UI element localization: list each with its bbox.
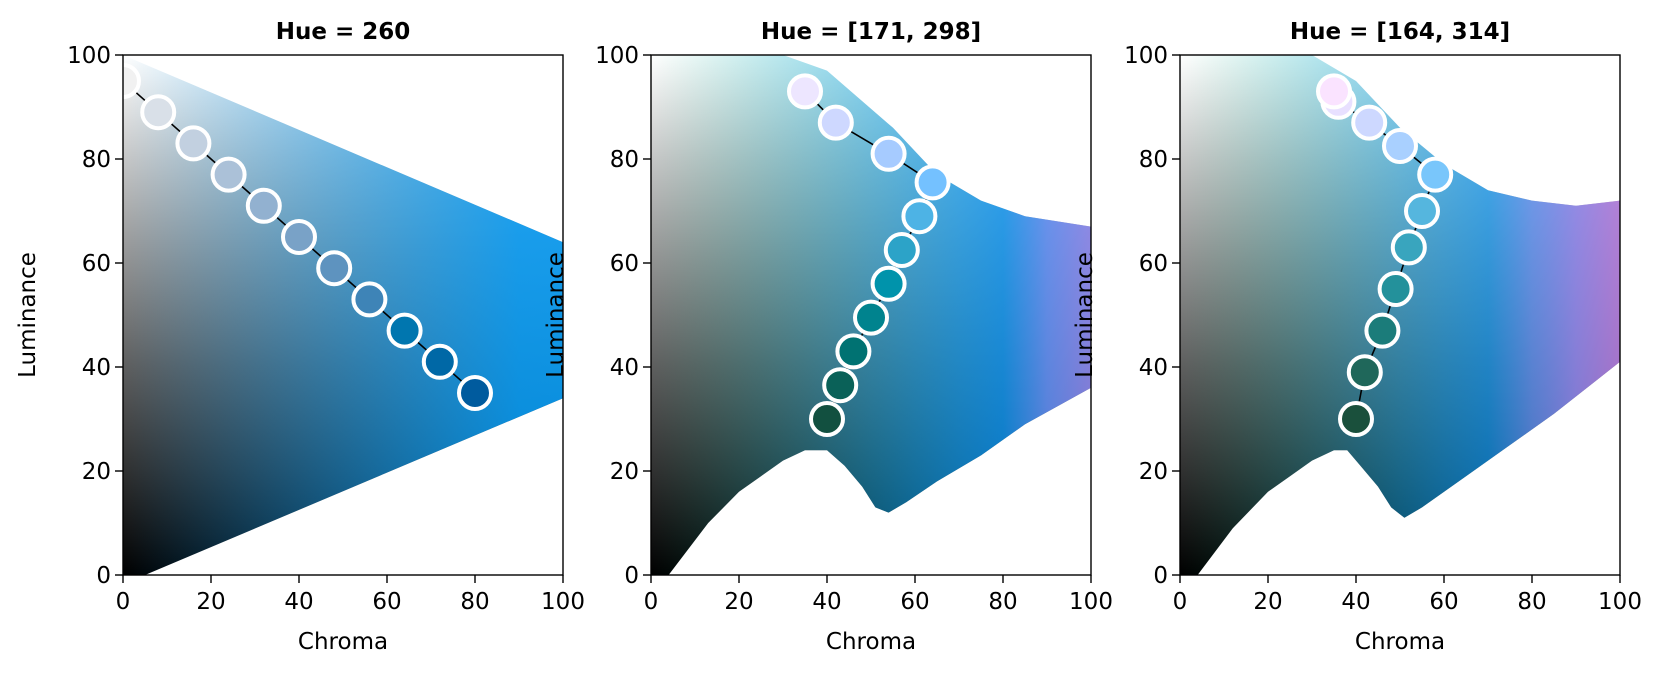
data-point [835, 333, 872, 370]
x-tick-label: 60 [372, 589, 401, 615]
data-point [883, 232, 920, 268]
data-point [870, 135, 907, 172]
data-point [316, 250, 353, 287]
x-tick-label: 100 [1598, 589, 1642, 615]
series-1 [787, 73, 951, 437]
data-point [140, 94, 177, 131]
data-point [787, 73, 823, 110]
y-tick-label: 0 [624, 563, 639, 589]
y-tick-label: 100 [67, 43, 111, 69]
data-point [210, 156, 247, 193]
hue-gradient [1180, 55, 1620, 575]
plot-frame [650, 54, 1092, 576]
y-tick-label: 80 [610, 147, 639, 173]
series-1 [123, 63, 493, 411]
data-point [809, 401, 845, 437]
chart-title: Hue = [164, 314] [1290, 19, 1510, 45]
data-point [1390, 229, 1427, 266]
data-point [817, 104, 854, 141]
y-tick-label: 60 [610, 251, 639, 277]
y-tick-label: 100 [1124, 43, 1168, 69]
color-region [1180, 55, 1620, 575]
y-axis-label: Luminance [543, 252, 569, 378]
x-tick-label: 40 [1341, 589, 1370, 615]
x-tick-label: 20 [196, 589, 225, 615]
y-tick-label: 20 [1139, 459, 1168, 485]
data-point [1382, 128, 1418, 164]
data-point [123, 63, 141, 99]
data-point [1316, 73, 1352, 110]
data-point [1417, 156, 1454, 193]
y-tick-label: 80 [1139, 147, 1168, 173]
y-axis-label: Luminance [1072, 252, 1098, 378]
chart-panel-2: 0 20 40 60 80 100 0 20 40 60 80 100 Hue = [171, 298]… [543, 19, 1113, 655]
y-tick-label: 0 [1153, 563, 1168, 589]
data-point [1377, 271, 1414, 307]
y-tick-label: 40 [82, 355, 111, 381]
y-tick-label: 20 [82, 459, 111, 485]
data-point [457, 375, 493, 411]
data-point [1351, 104, 1388, 141]
x-tick-label: 20 [1253, 589, 1282, 615]
data-point [870, 265, 907, 302]
y-tick-label: 20 [610, 459, 639, 485]
x-tick-label: 20 [724, 589, 753, 615]
plot-frame [1179, 54, 1621, 576]
data-point [281, 219, 317, 255]
data-point [175, 125, 212, 162]
x-axis-label: Chroma [298, 629, 388, 655]
x-tick-label: 40 [812, 589, 841, 615]
x-tick-label: 100 [1069, 589, 1113, 615]
x-tick-label: 60 [900, 589, 929, 615]
x-axis-label: Chroma [1355, 629, 1445, 655]
data-point [1404, 193, 1440, 229]
x-tick-label: 40 [284, 589, 313, 615]
data-point [386, 312, 423, 349]
y-tick-label: 0 [96, 563, 111, 589]
chart-title: Hue = 260 [276, 19, 411, 45]
x-tick-label: 100 [541, 589, 585, 615]
y-tick-label: 40 [1139, 355, 1168, 381]
x-tick-label: 80 [460, 589, 489, 615]
data-point [351, 281, 388, 318]
x-tick-label: 60 [1429, 589, 1458, 615]
y-axis-label: Luminance [15, 252, 41, 378]
data-point [1364, 312, 1401, 349]
x-tick-label: 0 [1173, 589, 1188, 615]
y-tick-label: 100 [595, 43, 639, 69]
plot-frame [122, 54, 564, 576]
y-tick-label: 60 [1139, 251, 1168, 277]
x-tick-label: 80 [1517, 589, 1546, 615]
x-axis-label: Chroma [826, 629, 916, 655]
y-tick-label: 40 [610, 355, 639, 381]
data-point [853, 299, 889, 336]
chart-title: Hue = [171, 298] [761, 19, 981, 45]
data-point [901, 198, 938, 235]
series-1 [1316, 73, 1454, 437]
x-tick-label: 0 [644, 589, 659, 615]
data-point [1338, 401, 1374, 437]
data-point [421, 343, 458, 380]
data-point [245, 187, 282, 224]
data-point [1346, 354, 1383, 391]
chart-panel-1: 0 20 40 60 80 100 0 20 40 60 80 100 Hue = 260 Chroma L… [15, 19, 585, 655]
y-tick-label: 60 [82, 251, 111, 277]
data-point [914, 164, 951, 201]
chart-panel-3: 0 20 40 60 80 100 0 20 40 60 80 100 Hue = [164, 314]… [1072, 19, 1642, 655]
data-point [822, 367, 859, 404]
y-tick-label: 80 [82, 147, 111, 173]
x-tick-label: 0 [116, 589, 131, 615]
x-tick-label: 80 [988, 589, 1017, 615]
